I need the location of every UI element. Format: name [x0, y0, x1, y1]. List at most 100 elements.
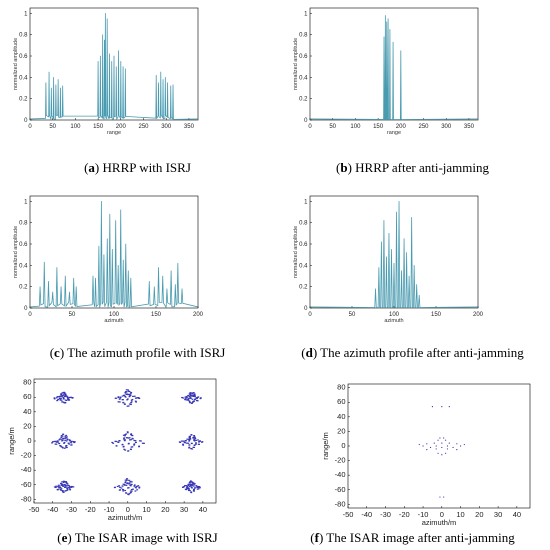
scatter-point	[132, 395, 134, 397]
scatter-point	[441, 406, 443, 408]
y-tick-label: 0.6	[299, 54, 308, 60]
scatter-point	[119, 397, 122, 399]
scatter-point	[58, 487, 61, 489]
scatter-point	[69, 489, 72, 491]
x-tick-label: -30	[66, 505, 77, 514]
scatter-point	[192, 395, 195, 397]
y-tick-label: -60	[21, 480, 32, 489]
scatter-point	[444, 452, 447, 454]
plot-frame	[347, 383, 531, 509]
scatter-point	[57, 399, 60, 401]
scatter-point	[126, 398, 129, 400]
scatter-point	[122, 401, 125, 404]
scatter-point	[444, 439, 447, 441]
data-point	[396, 211, 397, 213]
scatter-point	[441, 454, 443, 456]
scatter-point	[125, 391, 128, 393]
x-tick-label: 200	[193, 312, 204, 318]
y-tick-label: -40	[335, 470, 346, 479]
scatter-point	[68, 487, 70, 489]
panel-b: 0 50 100 150 200 250 300 350 0 0.2 0.4 0.6 0.8 1 range…	[293, 0, 484, 145]
scatter-point	[65, 481, 68, 483]
scatter-point	[133, 484, 136, 486]
scatter-point	[123, 484, 126, 486]
scatter-point	[126, 482, 129, 484]
data-point	[56, 267, 58, 268]
scatter-point	[138, 397, 140, 399]
scatter-point	[184, 398, 186, 401]
x-tick-label: 50	[329, 124, 336, 130]
scatter-point	[124, 434, 127, 436]
scatter-point	[200, 397, 202, 399]
scatter-point	[194, 438, 197, 440]
scatter-point	[138, 486, 141, 488]
y-tick-label: 0.2	[19, 285, 28, 291]
data-point	[167, 82, 168, 84]
scatter-point	[185, 399, 188, 401]
scatter-point	[196, 400, 199, 402]
scatter-point	[62, 433, 64, 435]
scatter-point	[64, 490, 67, 492]
data-point	[122, 66, 124, 68]
scatter-point	[67, 485, 70, 487]
scatter-point	[129, 485, 132, 487]
scatter-point	[131, 438, 134, 440]
scatter-point	[446, 445, 449, 447]
x-tick-label: -10	[418, 510, 429, 519]
scatter-point	[194, 398, 197, 400]
scatter-point	[127, 437, 130, 439]
scatter-point	[111, 441, 114, 444]
scatter-point	[60, 399, 63, 401]
scatter-point	[61, 440, 63, 442]
data-point	[57, 79, 59, 80]
scatter-point	[190, 434, 193, 436]
scatter-point	[127, 443, 130, 445]
data-point	[98, 245, 100, 247]
data-point	[97, 60, 99, 62]
scatter-point	[185, 440, 187, 442]
scatter-point	[126, 405, 129, 407]
scatter-point	[191, 392, 194, 395]
scatter-point	[138, 487, 141, 489]
y-tick-label: -80	[335, 499, 346, 508]
scatter-point	[63, 447, 66, 449]
data-point	[118, 50, 119, 52]
hrrp-after-anti-jamming-chart: 0 50 100 150 200 250 300 350 0 0.2 0.4 0.6 0.8 1 range…	[293, 7, 479, 136]
scatter-point	[187, 438, 190, 440]
scatter-point	[448, 406, 450, 408]
scatter-point	[128, 437, 131, 439]
plot-frame	[29, 195, 199, 309]
scatter-point	[61, 490, 64, 492]
scatter-point	[459, 445, 462, 447]
scatter-point	[57, 485, 59, 487]
scatter-point	[191, 398, 194, 400]
x-tick-label: 40	[199, 505, 207, 514]
data-point	[55, 84, 57, 86]
scatter-point	[127, 393, 129, 396]
scatter-point	[60, 393, 62, 395]
caption-letter: f	[314, 530, 319, 545]
scatter-point	[185, 442, 188, 444]
x-axis-label: azimuth/m	[108, 513, 143, 522]
scatter-point	[127, 389, 130, 391]
scatter-point	[124, 482, 127, 484]
scatter-point	[63, 442, 65, 444]
y-tick-label: 0.4	[299, 263, 308, 269]
x-tick-label: 200	[116, 124, 127, 130]
scatter-point	[62, 438, 65, 440]
caption-letter: d	[305, 345, 313, 360]
scatter-point	[126, 478, 129, 480]
scatter-point	[56, 440, 59, 442]
caption-c: (c) The azimuth profile with ISRJ	[49, 345, 226, 360]
data-point	[102, 34, 103, 36]
scatter-point	[72, 440, 75, 443]
scatter-point	[125, 389, 128, 391]
scatter-point	[53, 397, 56, 399]
scatter-point	[180, 440, 183, 442]
scatter-point	[197, 439, 199, 441]
scatter-point	[55, 485, 57, 487]
scatter-point	[199, 440, 201, 442]
data-point	[383, 220, 385, 221]
scatter-point	[130, 448, 132, 451]
y-axis-label: range/m	[7, 427, 16, 455]
